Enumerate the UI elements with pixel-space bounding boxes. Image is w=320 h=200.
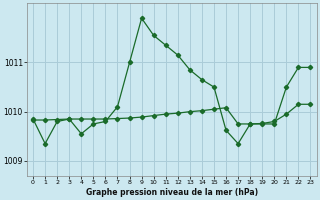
X-axis label: Graphe pression niveau de la mer (hPa): Graphe pression niveau de la mer (hPa) <box>86 188 258 197</box>
